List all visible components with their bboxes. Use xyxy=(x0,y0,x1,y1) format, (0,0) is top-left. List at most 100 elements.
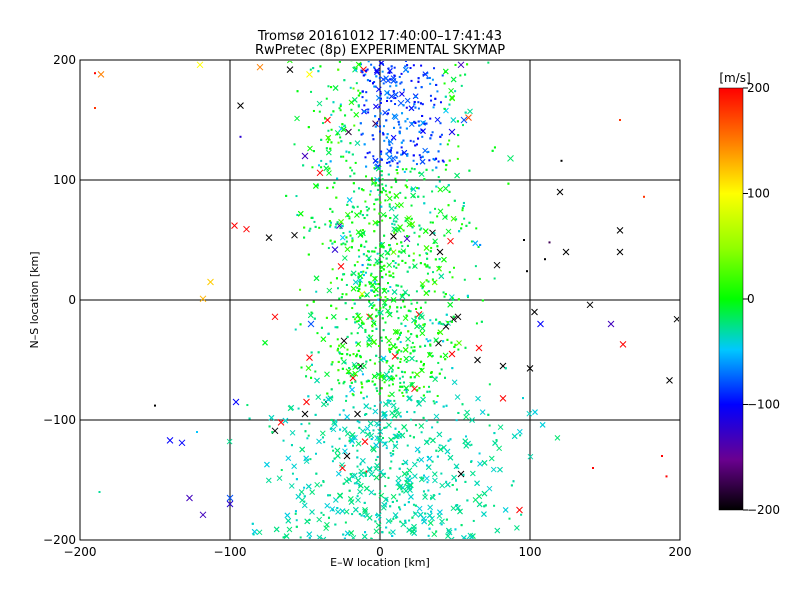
cross-marker xyxy=(397,224,403,231)
dot-marker xyxy=(294,512,297,515)
colorbar-tick-label: −200 xyxy=(747,503,780,517)
cross-marker xyxy=(315,394,322,400)
cross-marker xyxy=(377,428,384,435)
cross-marker xyxy=(372,120,379,127)
dot-marker xyxy=(401,152,404,155)
dot-marker xyxy=(353,302,356,305)
dot-marker xyxy=(340,155,343,158)
dot-marker xyxy=(373,304,376,307)
dot-marker xyxy=(362,274,365,277)
cross-marker xyxy=(309,509,315,515)
dot-marker xyxy=(383,426,386,429)
dot-marker xyxy=(337,369,340,372)
dot-marker xyxy=(362,74,365,77)
dot-marker xyxy=(412,140,415,143)
dot-marker xyxy=(368,281,371,284)
dot-marker xyxy=(429,117,432,120)
dot-marker xyxy=(370,63,373,66)
dot-marker xyxy=(414,86,417,89)
dot-marker xyxy=(366,250,369,253)
dot-marker xyxy=(414,424,417,427)
cross-marker xyxy=(320,336,327,343)
dot-marker xyxy=(372,155,375,158)
dot-marker xyxy=(386,161,389,164)
dot-marker xyxy=(424,301,427,304)
dot-marker xyxy=(453,345,456,348)
dot-marker xyxy=(398,493,401,496)
dot-marker xyxy=(358,255,361,258)
cross-marker xyxy=(319,430,326,437)
dot-marker xyxy=(440,133,443,136)
dot-marker xyxy=(369,79,372,82)
dot-marker xyxy=(382,375,385,378)
dot-marker xyxy=(384,485,387,488)
dot-marker xyxy=(361,294,364,297)
dot-marker xyxy=(421,155,424,158)
y-tick-label: 0 xyxy=(68,293,76,307)
dot-marker xyxy=(352,182,355,185)
dot-marker xyxy=(341,352,344,355)
dot-marker xyxy=(395,346,398,349)
cross-marker xyxy=(372,275,378,282)
dot-marker xyxy=(426,481,429,484)
cross-marker xyxy=(368,471,375,478)
dot-marker xyxy=(355,341,358,344)
dot-marker xyxy=(414,504,417,507)
dot-marker xyxy=(375,514,378,517)
cross-marker xyxy=(366,515,373,521)
dot-marker xyxy=(358,363,361,366)
dot-marker xyxy=(367,263,370,266)
dot-marker xyxy=(346,371,349,374)
dot-marker xyxy=(407,330,410,333)
dot-marker xyxy=(417,137,420,140)
dot-marker xyxy=(353,172,356,175)
cross-marker xyxy=(386,311,393,318)
dot-marker xyxy=(420,227,423,230)
cross-marker xyxy=(350,535,357,539)
cross-marker xyxy=(437,186,444,193)
cross-marker xyxy=(463,536,470,539)
cross-marker xyxy=(476,501,483,508)
dot-marker xyxy=(398,377,401,380)
cross-marker xyxy=(389,391,395,398)
dot-marker xyxy=(361,264,364,267)
dot-marker xyxy=(431,169,434,172)
dot-marker xyxy=(344,114,347,117)
dot-marker xyxy=(448,139,451,142)
dot-marker xyxy=(410,79,413,82)
dot-marker xyxy=(371,380,374,383)
dot-marker xyxy=(363,501,366,504)
dot-marker xyxy=(380,205,383,208)
dot-marker xyxy=(462,201,465,204)
dot-marker xyxy=(337,347,340,350)
dot-marker xyxy=(330,128,333,131)
cross-marker xyxy=(373,103,379,110)
dot-marker xyxy=(408,519,411,522)
cross-marker xyxy=(386,154,393,161)
dot-marker xyxy=(389,286,392,289)
cross-marker xyxy=(339,508,346,514)
dot-marker xyxy=(433,103,436,106)
cross-marker xyxy=(390,233,397,240)
dot-marker xyxy=(395,374,398,377)
dot-marker xyxy=(367,61,370,63)
dot-marker xyxy=(426,264,429,267)
dot-marker xyxy=(373,404,376,407)
cross-marker xyxy=(390,529,396,535)
dot-marker xyxy=(413,411,416,414)
cross-marker xyxy=(616,248,624,256)
dot-marker xyxy=(331,242,334,245)
dot-marker xyxy=(427,280,430,283)
dot-marker xyxy=(374,294,377,297)
dot-marker xyxy=(331,361,334,364)
dot-marker xyxy=(331,509,334,512)
dot-marker xyxy=(357,89,360,92)
cross-marker xyxy=(357,488,363,495)
dot-marker xyxy=(305,375,308,378)
dot-marker xyxy=(396,242,399,245)
dot-marker xyxy=(395,169,398,172)
dot-marker xyxy=(342,273,345,276)
dot-marker xyxy=(386,359,389,362)
dot-marker xyxy=(407,294,410,297)
dot-marker xyxy=(428,76,431,79)
